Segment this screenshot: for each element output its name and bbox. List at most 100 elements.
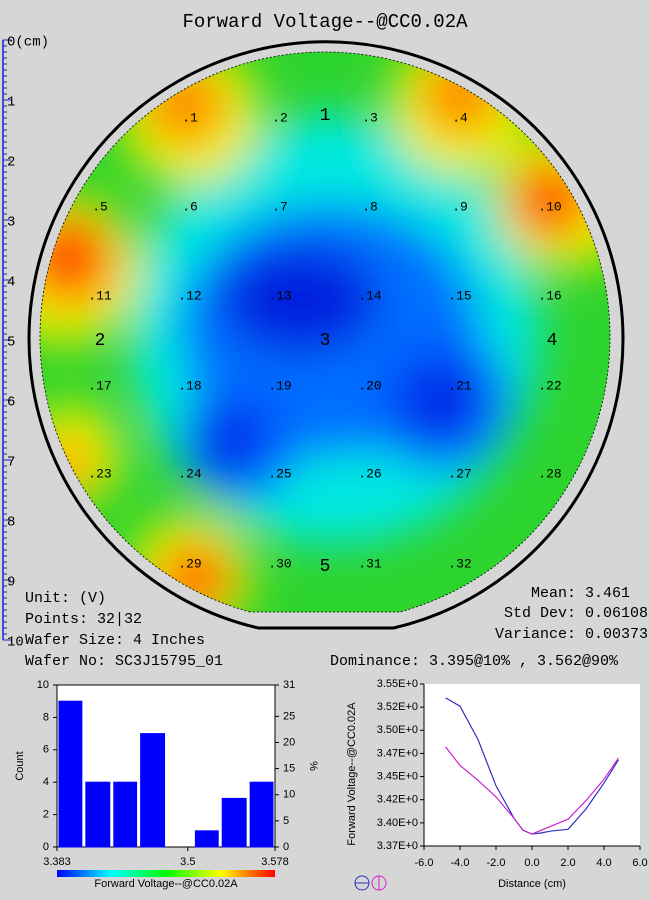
bar xyxy=(113,781,138,848)
y2-tick-label: 10 xyxy=(283,789,295,801)
die-label: .14 xyxy=(358,288,382,303)
stat-wafer-no: Wafer No: SC3J15795_01 xyxy=(25,653,223,670)
die-label: .7 xyxy=(272,199,288,214)
bar xyxy=(249,781,274,848)
die-label: .18 xyxy=(178,378,201,393)
die-label: .4 xyxy=(452,110,468,125)
x-tick-label: 2.0 xyxy=(560,857,575,869)
die-label: .19 xyxy=(268,378,291,393)
y-tick-label: 4 xyxy=(43,776,49,788)
y-tick-label: 3.55E+0 xyxy=(377,678,418,690)
y-axis-label: Forward Voltage--@CC0.02A xyxy=(346,702,358,846)
ruler-label: 2 xyxy=(7,155,15,171)
ruler-label: 0(cm) xyxy=(7,35,49,51)
y-axis-label: Count xyxy=(14,751,26,780)
y2-tick-label: 31 xyxy=(283,679,295,691)
ruler-label: 5 xyxy=(7,335,15,351)
die-label: .3 xyxy=(362,110,378,125)
series-line xyxy=(445,746,619,835)
die-label: .5 xyxy=(92,199,108,214)
y-tick-label: 8 xyxy=(43,711,49,723)
zone-label: 4 xyxy=(547,331,558,351)
die-label: .24 xyxy=(178,466,202,481)
die-label: .2 xyxy=(272,110,288,125)
ruler-label: 3 xyxy=(7,215,15,231)
die-label: .12 xyxy=(178,288,201,303)
y2-axis-label: % xyxy=(307,761,319,771)
die-label: .11 xyxy=(88,288,112,303)
y-tick-label: 10 xyxy=(37,679,49,691)
bar xyxy=(85,781,111,848)
bar xyxy=(58,700,83,848)
die-label: .17 xyxy=(88,378,111,393)
zone-label: 2 xyxy=(95,331,106,351)
die-label: .31 xyxy=(358,556,382,571)
stat-dominance: Dominance: 3.395@10% , 3.562@90% xyxy=(330,653,619,670)
x-tick-label: 6.0 xyxy=(632,857,647,869)
die-label: .30 xyxy=(268,556,291,571)
stat-mean: Mean: 3.461 xyxy=(531,585,630,602)
x-tick-label: -4.0 xyxy=(451,857,470,869)
die-label: .8 xyxy=(362,199,378,214)
y-tick-label: 6 xyxy=(43,744,49,756)
stat-wafer-size: Wafer Size: 4 Inches xyxy=(25,632,205,649)
die-label: .6 xyxy=(182,199,198,214)
y-tick-label: 3.52E+0 xyxy=(377,701,418,713)
title: Forward Voltage--@CC0.02A xyxy=(182,11,468,33)
die-label: .15 xyxy=(448,288,471,303)
die-label: .21 xyxy=(448,378,472,393)
y-tick-label: 3.37E+0 xyxy=(377,840,418,852)
die-label: .10 xyxy=(538,199,561,214)
y2-tick-label: 25 xyxy=(283,710,295,722)
x-tick-label: 3.578 xyxy=(261,856,289,868)
colorbar-label: Forward Voltage--@CC0.02A xyxy=(94,878,238,890)
plot-area xyxy=(424,684,640,846)
ruler-label: 9 xyxy=(7,575,15,591)
die-label: .13 xyxy=(268,288,291,303)
y-tick-label: 0 xyxy=(43,841,49,853)
x-tick-label: 3.5 xyxy=(180,856,195,868)
y-tick-label: 3.42E+0 xyxy=(377,794,418,806)
stat-points: Points: 32|32 xyxy=(25,611,142,628)
x-tick-label: -6.0 xyxy=(415,857,434,869)
ruler-label: 7 xyxy=(7,455,15,471)
die-label: .16 xyxy=(538,288,561,303)
ruler-label: 8 xyxy=(7,515,15,531)
die-label: .1 xyxy=(182,110,198,125)
y-tick-label: 3.40E+0 xyxy=(377,817,418,829)
die-label: .29 xyxy=(178,556,201,571)
heatmap xyxy=(39,51,610,613)
ruler-label: 4 xyxy=(7,275,15,291)
stat-std-dev: Std Dev: 0.06108 xyxy=(504,605,648,622)
die-label: .9 xyxy=(452,199,468,214)
ruler-label: 10 xyxy=(7,635,24,651)
y-tick-label: 2 xyxy=(43,809,49,821)
x-tick-label: -2.0 xyxy=(487,857,506,869)
bar xyxy=(140,733,166,848)
x-tick-label: 0.0 xyxy=(524,857,539,869)
x-tick-label: 3.383 xyxy=(43,856,71,868)
y2-tick-label: 15 xyxy=(283,763,295,775)
ruler-label: 6 xyxy=(7,395,15,411)
bar xyxy=(194,830,219,848)
die-label: .25 xyxy=(268,466,291,481)
stat-unit: Unit: (V) xyxy=(25,590,106,607)
colorbar xyxy=(57,870,275,877)
zone-label: 3 xyxy=(320,331,331,351)
y2-tick-label: 20 xyxy=(283,736,295,748)
x-axis-label: Distance (cm) xyxy=(498,878,566,890)
zone-label: 1 xyxy=(320,106,331,126)
y2-tick-label: 5 xyxy=(283,815,289,827)
zone-label: 5 xyxy=(320,557,331,577)
y2-tick-label: 0 xyxy=(283,841,289,853)
bar xyxy=(221,797,247,848)
ruler-label: 1 xyxy=(7,95,15,111)
die-label: .22 xyxy=(538,378,561,393)
stat-variance: Variance: 0.00373 xyxy=(495,626,648,643)
x-tick-label: 4.0 xyxy=(596,857,611,869)
die-label: .26 xyxy=(358,466,381,481)
die-label: .28 xyxy=(538,466,561,481)
y-tick-label: 3.47E+0 xyxy=(377,747,418,759)
